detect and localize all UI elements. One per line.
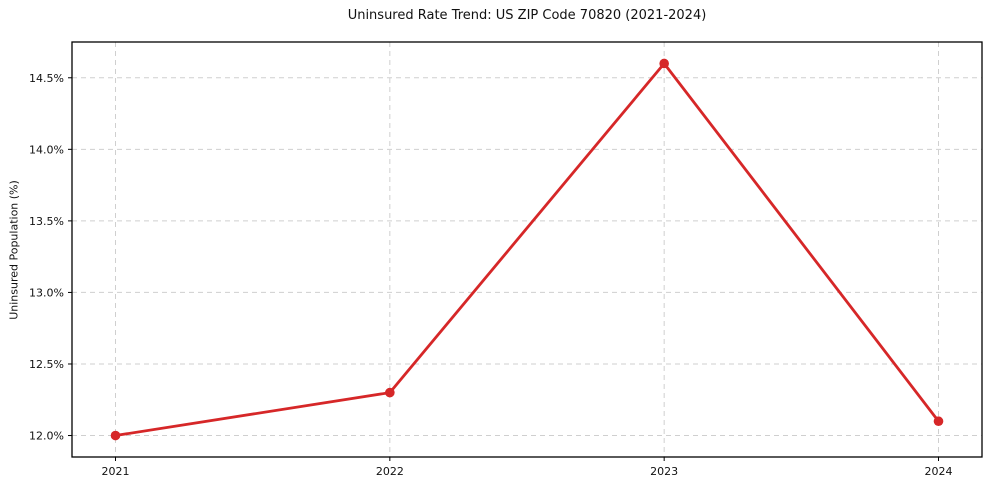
data-point: [659, 58, 669, 69]
data-point: [110, 430, 121, 441]
y-tick-label: 13.0%: [29, 286, 64, 299]
data-point: [385, 387, 395, 398]
y-tick-label: 12.5%: [29, 358, 64, 371]
y-tick-label: 12.0%: [29, 430, 64, 443]
x-tick-label: 2022: [376, 465, 404, 478]
y-tick-label: 13.5%: [29, 215, 64, 228]
trend-line: [114, 62, 940, 437]
x-tick-label: 2021: [102, 465, 130, 478]
data-point: [933, 416, 944, 427]
y-tick-label: 14.5%: [29, 72, 64, 85]
x-tick-label: 2024: [925, 465, 953, 478]
y-tick-label: 14.0%: [29, 143, 64, 156]
x-tick-label: 2023: [650, 465, 678, 478]
plot-frame: [71, 41, 983, 458]
chart-title: Uninsured Rate Trend: US ZIP Code 70820 …: [347, 8, 707, 23]
